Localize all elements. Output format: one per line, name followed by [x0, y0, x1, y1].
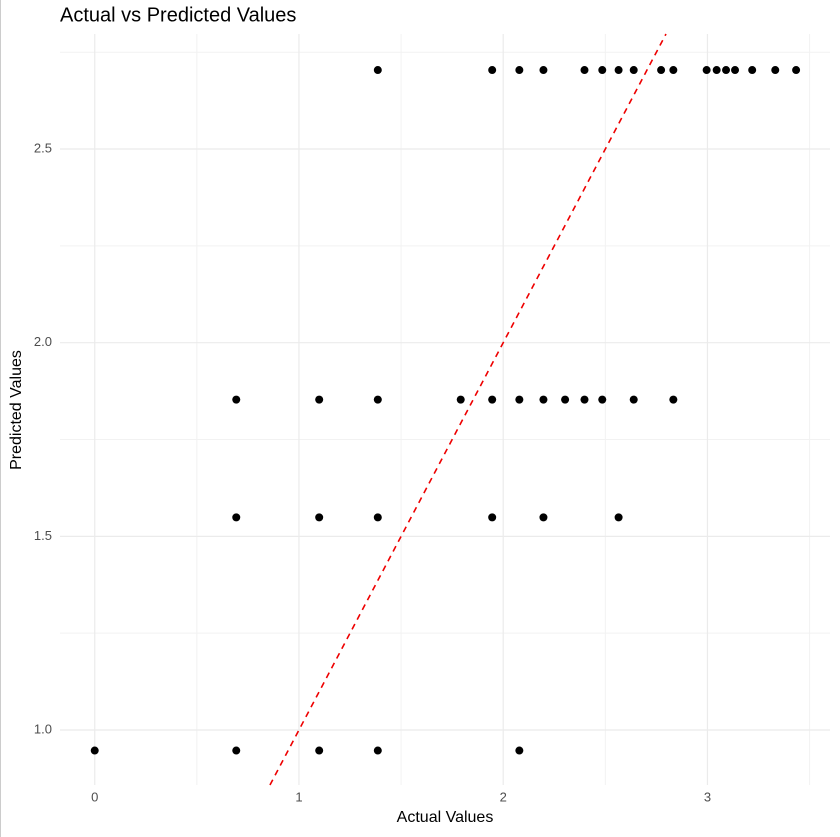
point: [629, 66, 638, 75]
point: [731, 66, 740, 75]
x-tick-label: 2: [500, 789, 507, 804]
x-tick-label: 3: [704, 789, 711, 804]
point: [614, 513, 623, 522]
point: [456, 395, 465, 404]
point: [539, 66, 548, 75]
point: [669, 395, 678, 404]
chart-title: Actual vs Predicted Values: [60, 4, 296, 26]
point: [315, 395, 324, 404]
point: [488, 66, 497, 75]
point: [373, 395, 382, 404]
y-tick-label: 2.5: [34, 140, 52, 155]
point: [488, 513, 497, 522]
point: [629, 395, 638, 404]
point: [373, 513, 382, 522]
point: [232, 395, 241, 404]
point: [669, 66, 678, 75]
y-tick-label: 2.0: [34, 334, 52, 349]
point: [561, 395, 570, 404]
point: [614, 66, 623, 75]
point: [515, 395, 524, 404]
x-axis-label: Actual Values: [397, 809, 494, 826]
point: [598, 395, 607, 404]
y-tick-label: 1.0: [34, 721, 52, 736]
point: [90, 746, 99, 755]
x-tick-label: 1: [295, 789, 302, 804]
point: [657, 66, 666, 75]
point: [315, 746, 324, 755]
point: [539, 513, 548, 522]
point: [373, 66, 382, 75]
point: [580, 395, 589, 404]
point: [488, 395, 497, 404]
point: [373, 746, 382, 755]
point: [539, 395, 548, 404]
point: [515, 66, 524, 75]
point: [702, 66, 711, 75]
point: [771, 66, 780, 75]
point: [722, 66, 731, 75]
point: [580, 66, 589, 75]
reference-line: [269, 33, 667, 786]
y-tick-label: 1.5: [34, 528, 52, 543]
point: [232, 513, 241, 522]
point: [792, 66, 801, 75]
point: [598, 66, 607, 75]
point: [232, 746, 241, 755]
y-axis-label: Predicted Values: [8, 350, 25, 470]
point: [515, 746, 524, 755]
point: [748, 66, 757, 75]
point: [712, 66, 721, 75]
point: [315, 513, 324, 522]
x-tick-label: 0: [91, 789, 98, 804]
